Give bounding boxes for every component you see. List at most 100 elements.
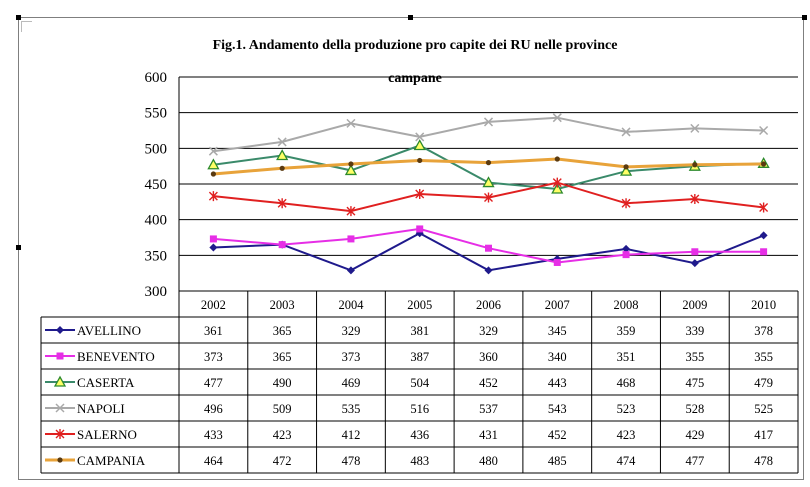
table-cell: 477 — [204, 376, 223, 390]
table-cell: 477 — [685, 454, 704, 468]
data-point-napoli — [759, 125, 769, 136]
table-cell: 475 — [685, 376, 704, 390]
data-point-napoli — [415, 132, 425, 142]
table-header-year: 2002 — [201, 298, 226, 312]
table-header-year: 2009 — [682, 298, 707, 312]
resize-handle-middle-left[interactable] — [16, 245, 21, 250]
data-point-avellino — [759, 231, 768, 240]
table-cell: 464 — [204, 454, 224, 468]
table-cell: 480 — [479, 454, 498, 468]
data-point-napoli — [208, 146, 218, 156]
data-point-benevento — [485, 244, 492, 252]
y-tick-label: 400 — [145, 213, 168, 229]
table-cell: 359 — [617, 324, 636, 338]
table-cell: 472 — [273, 454, 292, 468]
table-cell: 469 — [342, 376, 361, 390]
table-cell: 365 — [273, 350, 292, 364]
data-point-campania — [485, 160, 492, 166]
data-point-benevento — [553, 258, 561, 266]
series-label-salerno: SALERNO — [77, 427, 137, 442]
data-point-caserta — [551, 182, 564, 194]
y-tick-label: 500 — [145, 141, 168, 157]
table-cell: 452 — [548, 428, 567, 442]
table-cell: 535 — [342, 402, 361, 416]
data-point-benevento — [691, 248, 699, 256]
data-point-salerno — [621, 198, 631, 209]
table-cell: 478 — [754, 454, 773, 468]
table-cell: 373 — [342, 350, 361, 364]
legend-marker-benevento — [56, 352, 64, 360]
resize-handle-top-middle[interactable] — [408, 15, 413, 20]
table-cell: 345 — [548, 324, 567, 338]
y-tick-label: 300 — [145, 284, 168, 300]
table-cell: 365 — [273, 324, 292, 338]
data-point-avellino — [690, 259, 699, 268]
table-header-year: 2008 — [614, 298, 639, 312]
table-header-year: 2003 — [270, 298, 295, 312]
table-cell: 378 — [754, 324, 773, 338]
series-lines — [207, 113, 770, 275]
table-cell: 431 — [479, 428, 498, 442]
y-tick-label: 600 — [145, 70, 168, 86]
table-cell: 525 — [754, 402, 773, 416]
table-header-year: 2005 — [407, 298, 432, 312]
data-point-avellino — [484, 266, 493, 275]
table-cell: 433 — [204, 428, 223, 442]
series-label-avellino: AVELLINO — [77, 323, 141, 338]
table-cell: 373 — [204, 350, 223, 364]
data-point-campania — [348, 161, 354, 167]
resize-handle-top-left[interactable] — [16, 15, 21, 20]
data-point-campania — [279, 165, 285, 171]
data-point-caserta — [482, 176, 495, 188]
selection-corner — [21, 21, 32, 32]
data-point-salerno — [208, 191, 218, 202]
data-point-napoli — [621, 127, 631, 137]
data-point-benevento — [760, 248, 768, 256]
legend-marker-napoli — [55, 403, 65, 413]
legend-marker-campania — [57, 457, 63, 463]
data-point-caserta — [276, 149, 289, 161]
data-point-campania — [692, 162, 698, 168]
table-cell: 452 — [479, 376, 498, 390]
gridlines: 300 350 400 450 500 550 600 — [145, 70, 798, 300]
chart-frame[interactable]: 300 350 400 450 500 550 600 2002 2003 2004 2005 20… — [18, 17, 804, 480]
data-point-campania — [554, 156, 560, 162]
table-cell: 509 — [273, 402, 292, 416]
data-point-salerno — [690, 193, 700, 204]
data-point-benevento — [622, 251, 630, 259]
data-point-campania — [761, 161, 767, 167]
data-point-napoli — [277, 137, 287, 147]
data-point-napoli — [552, 113, 562, 123]
data-point-benevento — [209, 235, 217, 243]
table-cell: 478 — [342, 454, 361, 468]
table-header-year: 2010 — [751, 298, 776, 312]
data-point-campania — [623, 164, 629, 170]
resize-handle-top-right[interactable] — [802, 15, 807, 20]
data-point-campania — [417, 157, 423, 164]
table-cell: 340 — [548, 350, 567, 364]
data-point-caserta — [207, 158, 220, 170]
legend-marker-avellino — [56, 326, 64, 334]
table-cell: 412 — [342, 428, 361, 442]
legend-marker-salerno — [55, 429, 65, 439]
table-cell: 474 — [617, 454, 637, 468]
table-cell: 443 — [548, 376, 567, 390]
data-point-salerno — [415, 188, 425, 199]
table-cell: 496 — [204, 402, 223, 416]
table-header-year: 2004 — [338, 298, 364, 312]
data-point-salerno — [552, 177, 562, 188]
table-cell: 523 — [617, 402, 636, 416]
table-header-year: 2007 — [545, 298, 570, 312]
table-cell: 528 — [685, 402, 704, 416]
data-point-avellino — [209, 243, 218, 252]
data-point-caserta — [619, 164, 633, 176]
y-tick-label: 550 — [145, 106, 168, 122]
table-cell: 381 — [410, 324, 429, 338]
table-cell: 436 — [410, 428, 429, 442]
data-point-benevento — [278, 241, 286, 249]
table-cell: 429 — [685, 428, 704, 442]
table-cell: 387 — [410, 350, 429, 364]
table-cell: 504 — [410, 376, 430, 390]
data-table: 2002 2003 2004 2005 2006 2007 2008 2009 2010 AVEL… — [40, 290, 799, 474]
